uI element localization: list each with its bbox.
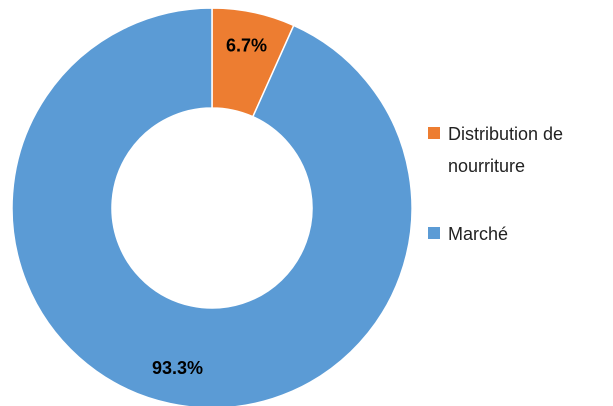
legend-label: Marché xyxy=(448,224,509,244)
data-label: 93.3% xyxy=(152,358,203,378)
data-label: 6.7% xyxy=(226,35,267,55)
donut-segment xyxy=(11,7,413,406)
legend-swatch xyxy=(428,227,440,239)
legend-item: Marché xyxy=(428,218,613,250)
legend-item: Distribution de nourriture xyxy=(428,118,613,182)
legend-label: Distribution de nourriture xyxy=(448,124,564,176)
legend-swatch xyxy=(428,127,440,139)
